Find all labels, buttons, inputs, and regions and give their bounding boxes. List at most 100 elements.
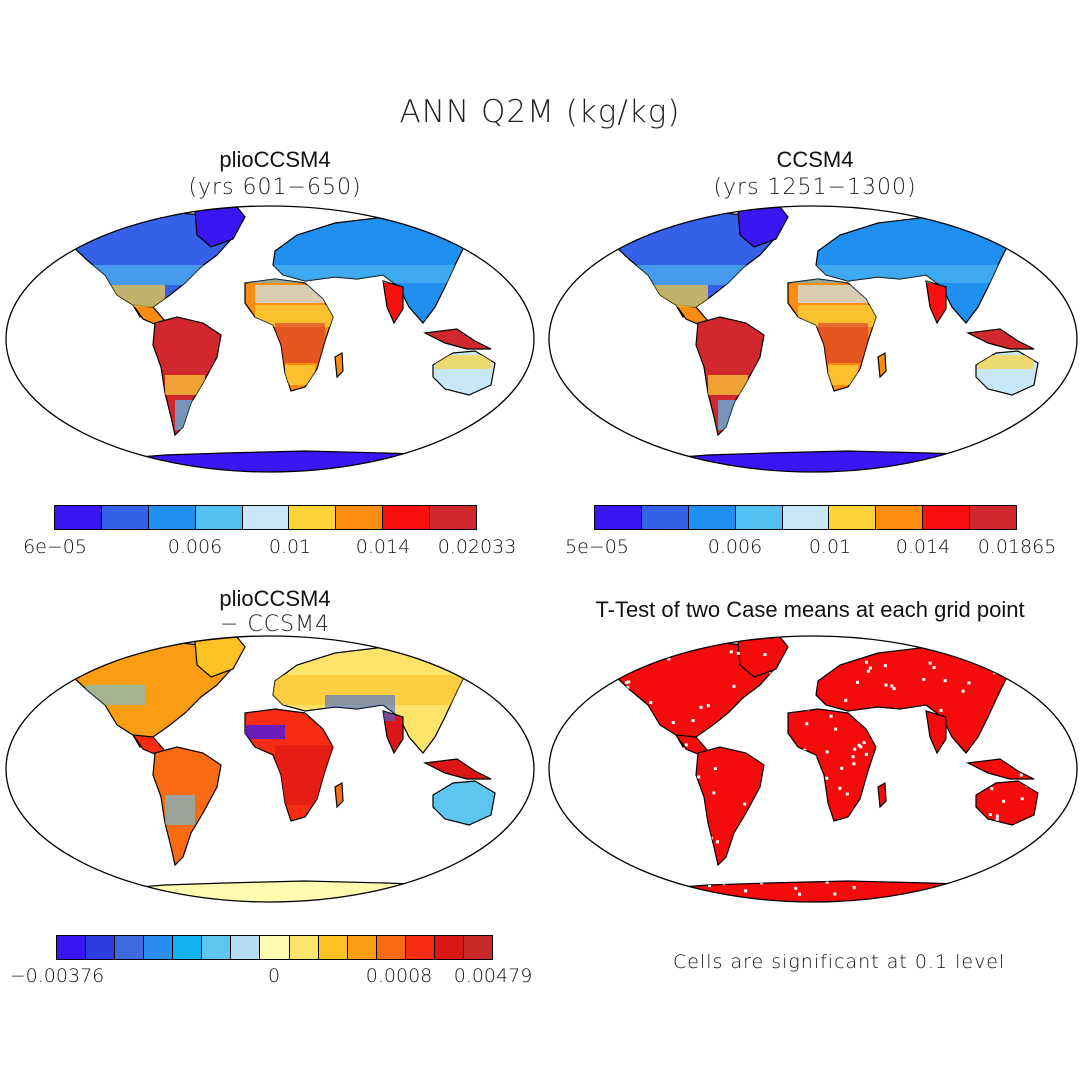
colorbar-swatch (289, 506, 337, 529)
colorbar-swatch (202, 936, 232, 959)
cbar2-label-min: 5e−05 (565, 536, 629, 558)
cbar3-label-max: 0.00479 (453, 965, 533, 987)
colorbar-swatch (260, 936, 290, 959)
land-africa (787, 708, 877, 822)
land-se-asia (422, 328, 492, 350)
land-australia (432, 780, 496, 826)
colorbar-swatch (970, 506, 1017, 529)
colorbar-swatch (595, 506, 642, 529)
field-band (435, 355, 491, 369)
colorbar-ccsm4 (594, 505, 1017, 530)
land-se-asia (965, 758, 1035, 780)
field-band (325, 695, 395, 721)
figure-title: ANN Q2M (kg/kg) (399, 94, 681, 130)
cbar1-label-min: 6e−05 (23, 536, 87, 558)
map-boundary (5, 205, 535, 473)
colorbar-swatch (405, 936, 435, 959)
colorbar-swatch (463, 936, 492, 959)
colorbar-swatch (782, 506, 830, 529)
land-south-america (695, 746, 765, 867)
colorbar-swatch (242, 506, 290, 529)
colorbar-swatch (173, 936, 203, 959)
panel1-subtitle: (yrs 601−650) (188, 175, 362, 200)
field-band (788, 265, 1008, 283)
field-band (165, 331, 215, 371)
land-india (925, 280, 947, 325)
field-band (255, 305, 335, 327)
panel3-title: plioCCSM4 (219, 586, 331, 611)
cbar3-label-min: −0.00376 (9, 965, 105, 987)
colorbar-swatch (289, 936, 319, 959)
cbar2-label-4: 0.014 (895, 536, 951, 558)
field-band (67, 265, 245, 285)
colorbar-swatch (383, 506, 431, 529)
field-band (285, 365, 315, 385)
field-band (105, 285, 165, 307)
colorbar-swatch (336, 506, 384, 529)
land-madagascar (334, 351, 344, 379)
map-boundary (548, 205, 1078, 473)
colorbar-swatch (57, 936, 87, 959)
field-band (798, 305, 878, 327)
cbar1-label-max: 0.02033 (437, 536, 517, 558)
colorbar-swatch (55, 506, 102, 529)
land-madagascar (877, 351, 887, 379)
field-band (708, 375, 748, 395)
field-band (255, 285, 335, 303)
cbar3-label-3: 0.0008 (365, 965, 433, 987)
cbar2-label-2: 0.006 (707, 536, 763, 558)
land-india (925, 710, 947, 755)
colorbar-swatch (876, 506, 924, 529)
land-se-asia (422, 758, 492, 780)
colorbar-swatch (376, 936, 406, 959)
field-band (245, 265, 465, 283)
panel2-title: CCSM4 (776, 147, 854, 172)
colorbar-swatch (430, 506, 477, 529)
colorbar-swatch (318, 936, 348, 959)
land-india (382, 280, 404, 325)
map-pliocene (5, 205, 535, 473)
colorbar-swatch (115, 936, 145, 959)
colorbar-swatch (641, 506, 689, 529)
field-band (708, 331, 758, 371)
land-india (382, 710, 404, 755)
field-band (165, 375, 205, 395)
colorbar-swatch (231, 936, 261, 959)
colorbar-swatch (434, 936, 464, 959)
field-band (648, 285, 708, 307)
significance-note: Cells are significant at 0.1 level (673, 951, 1006, 973)
cbar1-label-4: 0.014 (355, 536, 411, 558)
field-band (718, 400, 738, 430)
colorbar-swatch (923, 506, 971, 529)
field-band (275, 323, 325, 363)
map-boundary (548, 635, 1078, 903)
colorbar-swatch (148, 506, 196, 529)
map-boundary (5, 635, 535, 903)
panel4-title: T-Test of two Case means at each grid po… (595, 597, 1025, 622)
colorbar-difference (56, 935, 493, 960)
colorbar-pliocene (54, 505, 477, 530)
cbar3-label-zero: 0 (267, 965, 281, 987)
map-difference (5, 635, 535, 903)
field-band (85, 685, 145, 705)
colorbar-swatch (829, 506, 877, 529)
land-madagascar (334, 781, 344, 809)
field-band (828, 365, 858, 385)
colorbar-swatch (101, 506, 149, 529)
cbar2-label-3: 0.01 (808, 536, 852, 558)
colorbar-swatch (144, 936, 174, 959)
panel1-title: plioCCSM4 (219, 147, 331, 172)
colorbar-swatch (688, 506, 736, 529)
colorbar-swatch (735, 506, 783, 529)
field-band (798, 285, 878, 303)
map-ttest (548, 635, 1078, 903)
colorbar-swatch (86, 936, 116, 959)
colorbar-swatch (347, 936, 377, 959)
land-australia (975, 780, 1039, 826)
cbar1-label-3: 0.01 (268, 536, 312, 558)
field-band (165, 795, 195, 825)
map-ccsm4 (548, 205, 1078, 473)
land-madagascar (877, 781, 887, 809)
panel3-subtitle: − CCSM4 (219, 612, 331, 637)
field-band (275, 745, 335, 805)
